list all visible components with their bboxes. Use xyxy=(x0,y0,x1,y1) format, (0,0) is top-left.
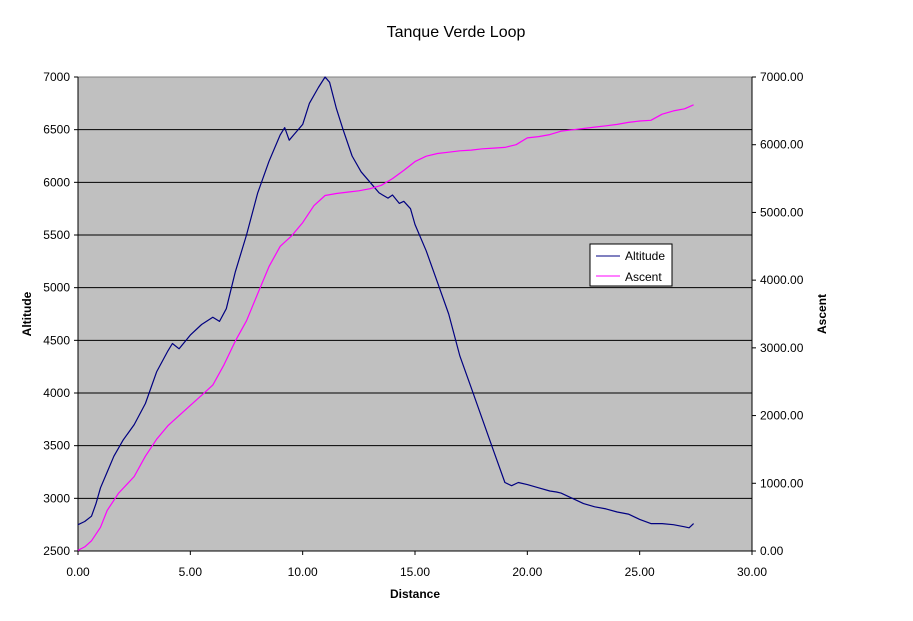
y-tick-label: 4000 xyxy=(43,386,70,400)
x-tick-label: 20.00 xyxy=(512,565,542,579)
y-tick-label: 5500 xyxy=(43,228,70,242)
x-tick-label: 0.00 xyxy=(66,565,90,579)
y2-tick-label: 1000.00 xyxy=(760,476,804,490)
legend-label-ascent: Ascent xyxy=(625,270,662,284)
y2-tick-label: 7000.00 xyxy=(760,70,804,84)
gridlines xyxy=(78,129,752,499)
y-tick-label: 3500 xyxy=(43,439,70,453)
chart-title: Tanque Verde Loop xyxy=(387,24,526,41)
y-tick-label: 4500 xyxy=(43,333,70,347)
legend-label-altitude: Altitude xyxy=(625,249,665,263)
y2-tick-label: 3000.00 xyxy=(760,341,804,355)
x-tick-label: 30.00 xyxy=(737,565,767,579)
legend: Altitude Ascent xyxy=(589,243,673,287)
y-tick-label: 3000 xyxy=(43,491,70,505)
x-tick-label: 5.00 xyxy=(179,565,203,579)
legend-box xyxy=(589,243,673,287)
y-axis-title: Altitude xyxy=(20,291,34,336)
y-tick-label: 7000 xyxy=(43,70,70,84)
x-tick-label: 25.00 xyxy=(625,565,655,579)
series-line-ascent xyxy=(77,104,694,551)
y2-tick-label: 6000.00 xyxy=(760,138,804,152)
series-layer xyxy=(77,76,695,551)
axes: 2500 3000 3500 4000 4500 5000 5500 6000 6500 7000… xyxy=(43,70,803,579)
x-tick-label: 10.00 xyxy=(288,565,318,579)
series-line-altitude xyxy=(77,76,695,529)
x-tick-label: 15.00 xyxy=(400,565,430,579)
plot-area xyxy=(77,76,753,552)
x-axis-title: Distance xyxy=(390,587,440,601)
y2-axis-title: Ascent xyxy=(815,294,829,334)
y-tick-label: 6500 xyxy=(43,123,70,137)
y2-tick-label: 0.00 xyxy=(760,544,784,558)
y-tick-label: 5000 xyxy=(43,281,70,295)
y2-tick-label: 2000.00 xyxy=(760,409,804,423)
y2-tick-label: 4000.00 xyxy=(760,273,804,287)
y-tick-label: 2500 xyxy=(43,544,70,558)
y-tick-label: 6000 xyxy=(43,175,70,189)
y2-tick-label: 5000.00 xyxy=(760,205,804,219)
